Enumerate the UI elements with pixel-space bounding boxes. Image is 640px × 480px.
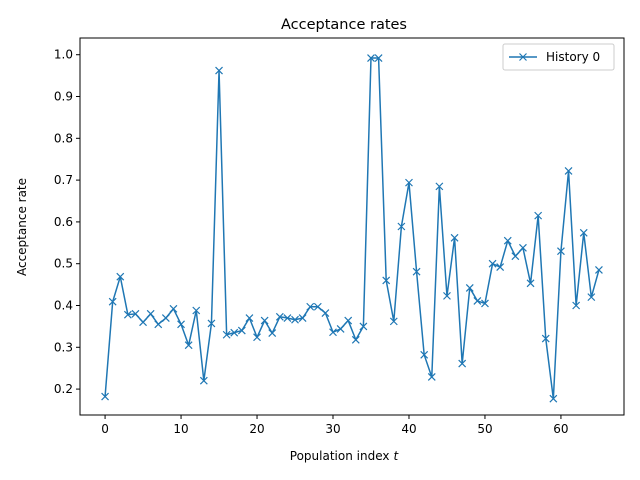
x-tick-label: 20 — [249, 422, 264, 436]
y-tick-label: 1.0 — [54, 48, 73, 62]
x-tick-label: 60 — [553, 422, 568, 436]
data-point — [465, 284, 474, 292]
data-point — [412, 267, 421, 276]
data-point — [564, 166, 573, 175]
data-point — [443, 291, 451, 300]
y-axis: 0.2 0.3 0.4 0.5 0.6 0.7 0.8 0.9 1.0 — [54, 48, 80, 396]
data-point — [237, 326, 246, 335]
y-tick-label: 0.3 — [54, 340, 73, 354]
data-point — [161, 314, 170, 322]
data-point — [526, 279, 535, 288]
x-tick-label: 30 — [325, 422, 340, 436]
data-point — [260, 316, 269, 325]
data-point — [245, 314, 254, 322]
data-point — [435, 182, 444, 191]
data-point — [146, 309, 155, 318]
x-axis: 0 10 20 30 40 50 60 — [101, 415, 569, 436]
data-point — [405, 178, 413, 187]
data-point — [321, 309, 330, 317]
y-tick-label: 0.4 — [54, 298, 73, 312]
chart-title: Acceptance rates — [281, 17, 407, 33]
data-point — [230, 328, 239, 337]
y-tick-label: 0.2 — [54, 382, 73, 396]
y-tick-label: 0.9 — [54, 90, 73, 104]
data-point — [101, 392, 109, 401]
data-point — [519, 243, 527, 252]
x-axis-label-variable: t — [393, 449, 399, 463]
data-point — [329, 328, 337, 337]
data-point — [481, 299, 489, 308]
data-point — [177, 320, 185, 329]
x-tick-label: 40 — [401, 422, 416, 436]
data-point — [268, 329, 277, 338]
data-point — [397, 222, 406, 231]
data-point — [389, 317, 398, 326]
data-point — [473, 296, 482, 305]
data-point — [450, 233, 459, 242]
data-point — [184, 341, 193, 350]
x-tick-label: 50 — [477, 422, 492, 436]
data-point — [458, 359, 467, 368]
data-point — [283, 314, 292, 322]
data-point — [108, 297, 117, 306]
x-tick-label: 0 — [101, 422, 109, 436]
legend-box — [502, 43, 615, 71]
legend-marker — [519, 53, 527, 61]
data-point — [291, 315, 299, 324]
y-axis-label: Acceptance rate — [15, 178, 29, 276]
data-point — [275, 312, 284, 321]
y-tick-label: 0.5 — [54, 257, 73, 271]
data-point — [382, 276, 391, 285]
data-point — [496, 263, 505, 271]
data-point — [557, 247, 565, 256]
data-point — [123, 310, 132, 319]
data-point — [541, 334, 550, 343]
data-point — [595, 266, 603, 274]
data-point — [367, 54, 375, 62]
y-tick-label: 0.8 — [54, 131, 73, 145]
data-point — [374, 54, 383, 62]
data-point — [192, 306, 201, 315]
data-point — [336, 324, 345, 333]
legend-entry-label: History 0 — [546, 50, 600, 64]
data-point — [169, 304, 178, 313]
legend: History 0 — [502, 43, 615, 71]
y-tick-label: 0.7 — [54, 173, 73, 187]
data-point — [116, 272, 125, 281]
data-point — [344, 316, 353, 325]
data-point — [572, 301, 581, 310]
x-axis-label: Population index t — [290, 449, 400, 463]
data-point — [420, 350, 429, 359]
data-point — [154, 320, 163, 329]
data-point — [534, 211, 543, 220]
x-tick-label: 10 — [173, 422, 188, 436]
data-point — [587, 293, 596, 302]
data-point — [427, 373, 436, 381]
data-point — [199, 376, 208, 385]
data-point — [503, 236, 512, 245]
data-point — [306, 302, 315, 311]
data-point — [215, 66, 223, 75]
data-point — [139, 318, 147, 327]
data-point — [579, 228, 588, 237]
data-point — [298, 314, 307, 322]
x-axis-label-text: Population index — [290, 449, 390, 463]
data-point — [488, 259, 497, 268]
data-point — [549, 394, 558, 403]
data-point — [253, 333, 261, 342]
data-point — [511, 252, 520, 261]
data-point — [313, 302, 322, 311]
series-layer — [101, 54, 603, 403]
data-point — [359, 322, 368, 331]
y-tick-label: 0.6 — [54, 215, 73, 229]
data-point — [351, 335, 360, 344]
data-point — [222, 330, 231, 339]
plot-area — [79, 37, 625, 416]
data-point — [207, 319, 216, 328]
data-point — [131, 309, 140, 318]
